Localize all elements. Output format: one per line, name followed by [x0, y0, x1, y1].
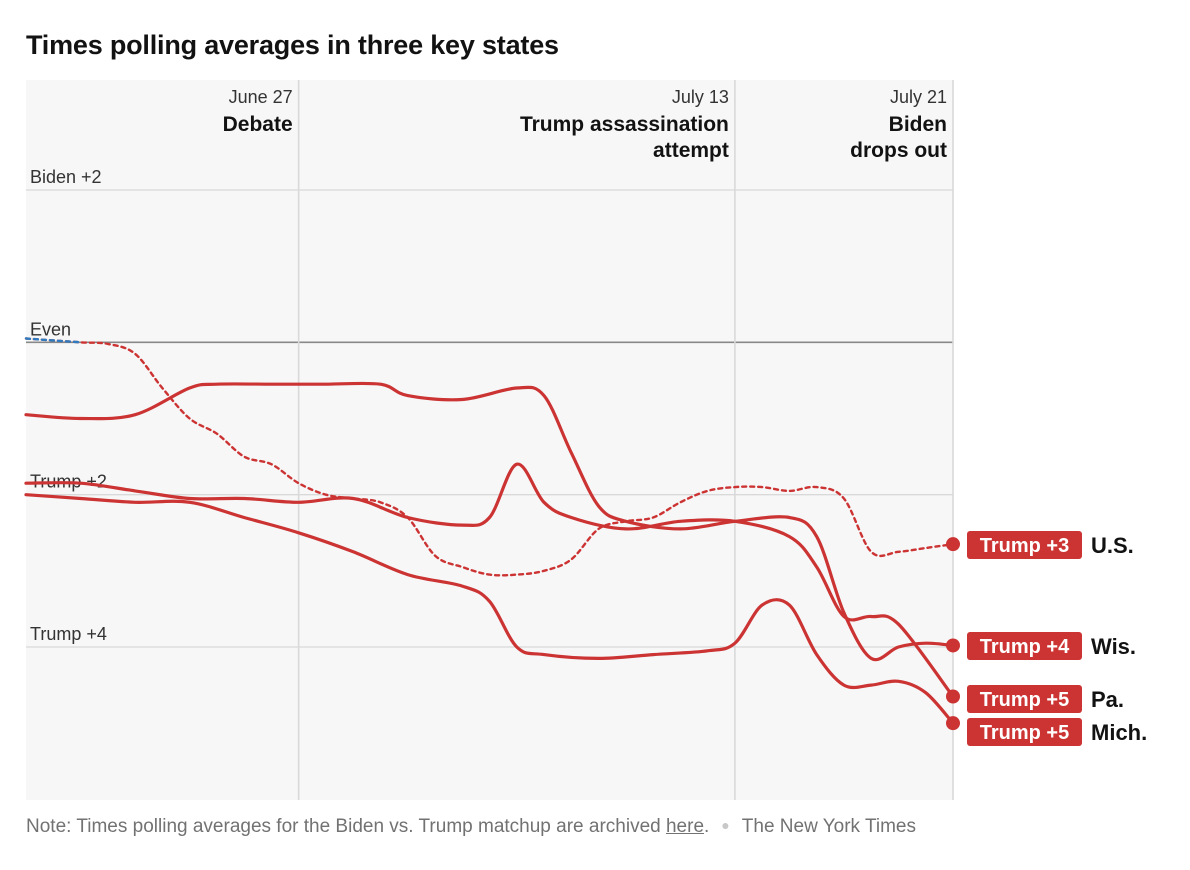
event-date-label: July 21 [890, 87, 947, 107]
event-date-label: June 27 [229, 87, 293, 107]
event-label: Biden [889, 113, 947, 136]
series-line [24, 381, 955, 662]
series-name-label: Wis. [1091, 634, 1136, 659]
series-name-label: Mich. [1091, 720, 1147, 745]
series-name-label: U.S. [1091, 533, 1134, 558]
event-label: attempt [653, 139, 729, 162]
series-line [24, 462, 955, 699]
end-label-value: Trump +3 [980, 535, 1069, 557]
series-name-label: Pa. [1091, 687, 1124, 712]
event-date-label: July 13 [672, 87, 729, 107]
y-tick-label: Trump +4 [30, 624, 107, 644]
separator-dot-icon: ● [721, 817, 730, 833]
series-line [24, 337, 955, 577]
source-credit: The New York Times [741, 816, 917, 837]
archive-link[interactable]: here [665, 816, 705, 837]
series-end-dot [946, 716, 960, 731]
series-end-dot [946, 537, 960, 552]
plot-background [26, 80, 953, 800]
note-text: Note: Times polling averages for the Bid… [26, 816, 666, 837]
y-tick-label: Even [30, 319, 71, 339]
chart-note: Note: Times polling averages for the Bid… [26, 816, 916, 838]
end-label-badge [967, 531, 1082, 559]
y-tick-label: Biden +2 [30, 167, 102, 187]
end-label-value: Trump +4 [980, 636, 1070, 658]
note-period: . [704, 816, 710, 837]
event-label: drops out [850, 139, 947, 162]
series-end-dot [946, 689, 960, 704]
end-label-badge [967, 718, 1082, 746]
series-line [24, 493, 955, 725]
event-label: Debate [223, 113, 293, 136]
end-label-badge [967, 685, 1082, 713]
event-label: Trump assassination [520, 113, 729, 136]
series-line-biden-segment [24, 337, 82, 344]
end-label-value: Trump +5 [980, 722, 1069, 744]
series-end-dot [946, 638, 960, 653]
chart-title: Times polling averages in three key stat… [26, 30, 559, 60]
end-label-badge [967, 632, 1082, 660]
end-label-value: Trump +5 [980, 689, 1069, 711]
